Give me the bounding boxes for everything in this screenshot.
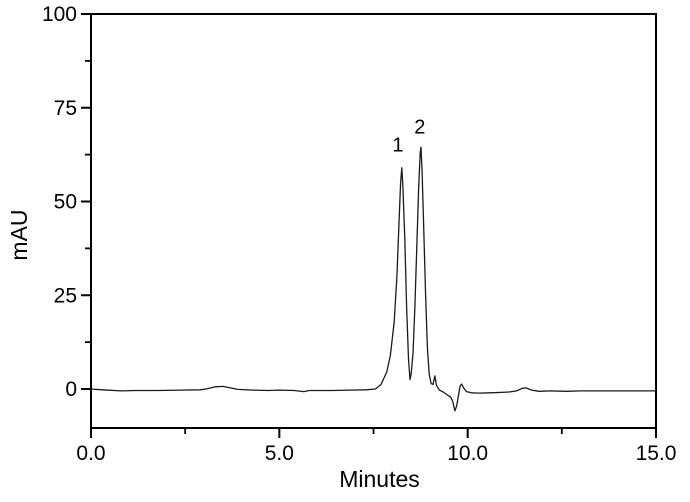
x-tick-label: 15.0 (636, 442, 677, 465)
peak-label-2: 2 (414, 116, 425, 138)
plot-border (90, 13, 657, 429)
x-tick-label: 5.0 (265, 442, 294, 465)
peak-label-1: 1 (392, 134, 403, 156)
chromatogram-trace (90, 146, 656, 412)
x-tick-label: 0.0 (76, 442, 105, 465)
x-axis-title: Minutes (339, 466, 420, 492)
x-tick-label: 10.0 (447, 442, 488, 465)
y-tick-label: 25 (54, 284, 77, 307)
y-tick-label: 100 (42, 3, 77, 26)
y-tick-label: 0 (65, 378, 77, 401)
y-axis-title: mAU (6, 209, 32, 260)
y-tick-label: 50 (54, 191, 77, 214)
y-tick-label: 75 (54, 97, 77, 120)
